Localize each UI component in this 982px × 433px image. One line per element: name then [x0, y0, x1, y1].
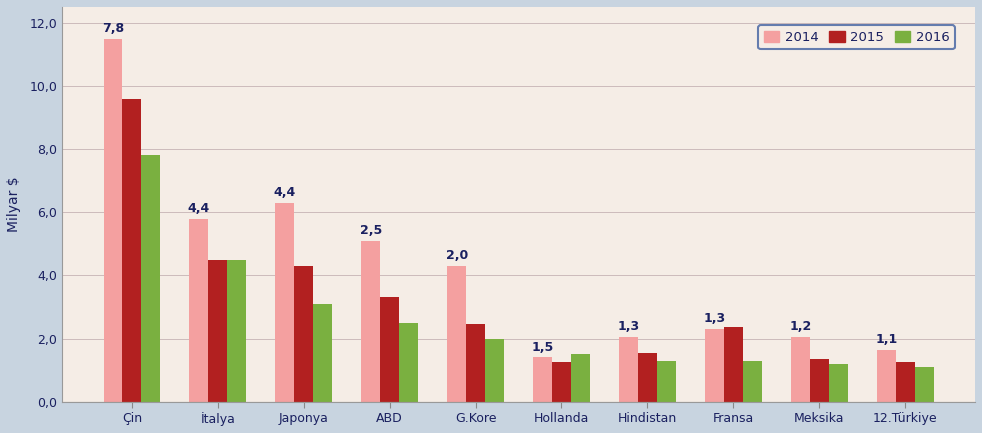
Text: 1,3: 1,3 [703, 312, 726, 325]
Text: 1,1: 1,1 [875, 333, 898, 346]
Bar [705, 329, 724, 402]
Text: 7,8: 7,8 [102, 22, 124, 35]
Bar [742, 361, 762, 402]
Text: 2,0: 2,0 [446, 249, 467, 262]
Bar [103, 39, 123, 402]
Bar [552, 362, 571, 402]
Bar [914, 367, 934, 402]
Bar [295, 266, 313, 402]
Bar [361, 241, 380, 402]
Bar [619, 337, 638, 402]
Bar [638, 353, 657, 402]
Y-axis label: Milyar $: Milyar $ [7, 177, 21, 232]
Legend: 2014, 2015, 2016: 2014, 2015, 2016 [758, 26, 955, 49]
Text: 4,4: 4,4 [188, 202, 210, 215]
Bar [380, 297, 399, 402]
Bar [227, 259, 246, 402]
Text: 1,2: 1,2 [790, 320, 811, 333]
Bar [123, 99, 141, 402]
Bar [791, 337, 810, 402]
Bar [399, 323, 418, 402]
Bar [275, 203, 295, 402]
Bar [877, 349, 896, 402]
Bar [810, 359, 829, 402]
Bar [190, 219, 208, 402]
Bar [896, 362, 914, 402]
Text: 1,3: 1,3 [618, 320, 639, 333]
Text: 1,5: 1,5 [531, 341, 554, 354]
Bar [829, 364, 847, 402]
Bar [313, 304, 332, 402]
Bar [657, 361, 676, 402]
Bar [724, 327, 742, 402]
Text: 4,4: 4,4 [274, 186, 296, 199]
Bar [447, 266, 466, 402]
Text: 2,5: 2,5 [359, 224, 382, 237]
Bar [485, 339, 504, 402]
Bar [141, 155, 160, 402]
Bar [466, 324, 485, 402]
Bar [571, 354, 590, 402]
Bar [533, 358, 552, 402]
Bar [208, 259, 227, 402]
